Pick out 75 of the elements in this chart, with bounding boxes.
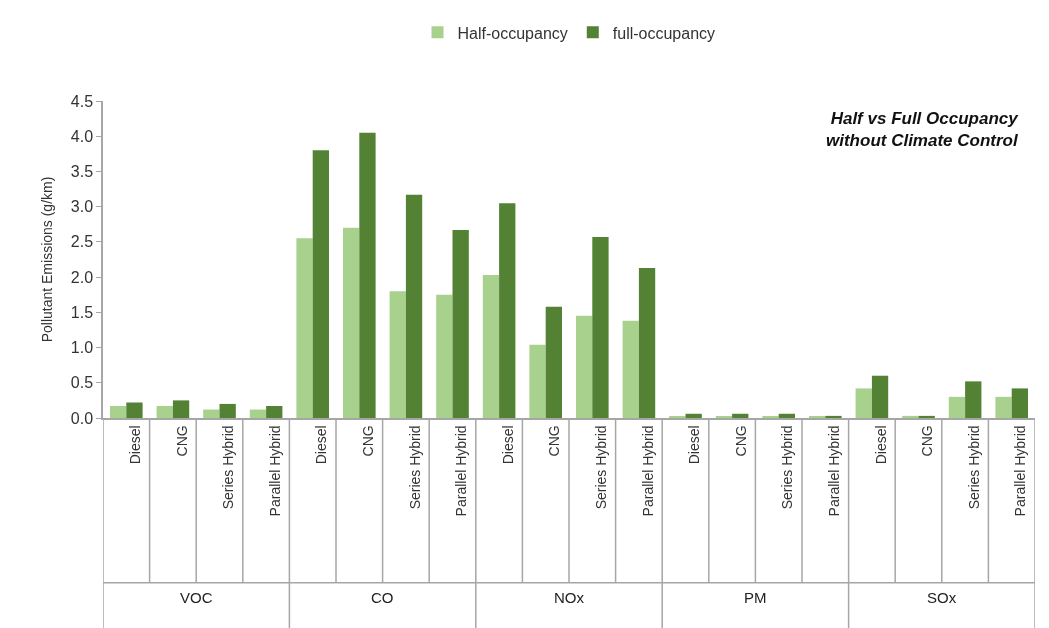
y-axis-title: Pollutant Emissions (g/km) [38,176,55,343]
text: SOx [927,589,957,606]
bar [855,388,872,418]
text: PM [744,589,767,606]
x-tick-label: CNG [732,425,749,457]
bar [995,396,1012,418]
bar [575,315,593,418]
bar [732,413,749,418]
y-tick-label: 4.5 [70,92,94,110]
x-tick-label: Diesel [872,425,889,465]
legend-label: Half-occupancy [457,24,568,42]
bar [482,275,500,418]
x-tick-label: Diesel [313,425,330,465]
bar [778,413,796,418]
bar [948,396,966,418]
bar [871,375,889,418]
bar [249,409,267,418]
bar [342,227,360,418]
bar [622,320,639,418]
x-tick-label: Diesel [499,425,516,465]
bar [203,409,220,418]
x-tick-label: Series Hybrid [220,425,237,510]
text: CO [371,589,394,606]
bar [312,150,330,418]
y-tick-label: 3.5 [70,163,94,181]
bar [296,238,313,418]
bar [1011,388,1029,418]
bar [436,294,453,418]
bar [965,381,982,418]
x-tick-label: CNG [919,425,936,457]
bar [592,236,609,418]
y-tick-label: 1.5 [70,303,94,321]
x-tick-label: Parallel Hybrid [1012,425,1029,517]
y-tick-label: 2.5 [70,233,94,251]
bar [359,132,376,418]
bar [126,402,143,418]
text: VOC [180,589,213,606]
y-tick-label: 1.0 [70,339,94,357]
bar [685,413,702,418]
x-tick-label: CNG [546,425,563,457]
bar [529,344,546,418]
x-tick-label: Parallel Hybrid [453,425,470,517]
x-tick-label: Series Hybrid [965,425,982,510]
x-tick-label: Parallel Hybrid [825,425,842,517]
y-tick-label: 0.0 [70,409,94,427]
y-tick-label: 3.0 [70,198,94,216]
text: NOx [554,589,585,606]
y-tick-label: 0.5 [70,374,94,392]
x-tick-label: Series Hybrid [592,425,609,510]
y-tick-label: 2.0 [70,268,94,286]
x-tick-label: Parallel Hybrid [639,425,656,517]
bar [109,406,127,418]
bar [172,400,190,418]
x-tick-label: CNG [359,425,376,457]
bar [918,415,935,418]
x-tick-label: Diesel [686,425,703,465]
bar [266,406,283,418]
text: Half vs Full Occupancy without Climate Control [826,109,1020,151]
bar [499,203,516,418]
bar [156,406,173,418]
bar [902,415,919,418]
bar [452,229,469,418]
bar [825,415,842,418]
x-tick-label: CNG [173,425,190,457]
x-tick-label: Series Hybrid [406,425,423,510]
x-tick-label: Series Hybrid [779,425,796,510]
bar [389,291,406,418]
x-tick-label: Diesel [126,425,143,465]
legend-label: full-occupancy [612,24,716,42]
x-tick-label: Parallel Hybrid [266,425,283,517]
y-tick-label: 4.0 [70,127,94,145]
bar [219,403,236,418]
bar [545,306,563,418]
bar [405,194,423,418]
bar [638,267,656,418]
